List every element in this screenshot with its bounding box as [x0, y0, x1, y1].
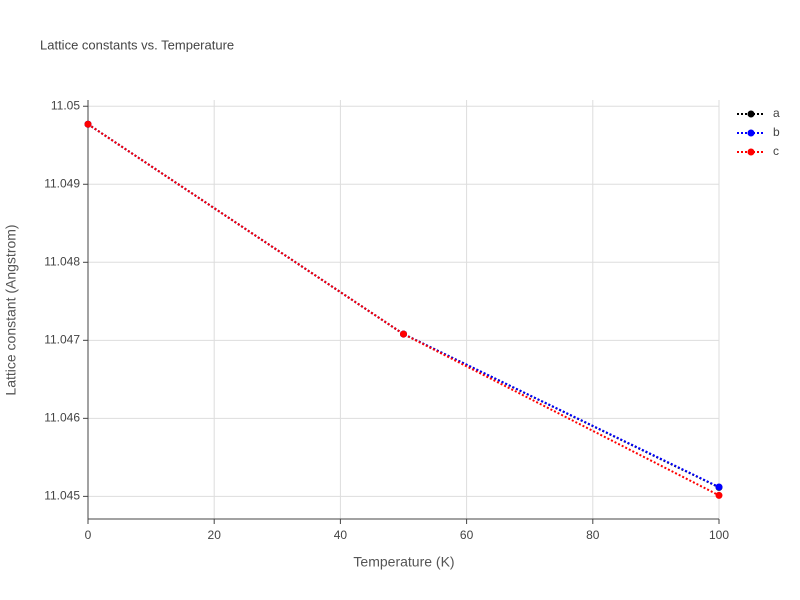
x-tick-label: 0: [85, 528, 92, 542]
legend-label: c: [773, 144, 779, 158]
x-tick-label: 20: [208, 528, 222, 542]
point: [84, 120, 92, 128]
y-tick-label: 11.046: [44, 411, 80, 425]
legend-marker: [747, 110, 755, 118]
x-tick-label: 100: [709, 528, 729, 542]
x-tick-label: 60: [460, 528, 474, 542]
y-axis-title: Lattice constant (Angstrom): [3, 224, 19, 395]
point: [400, 330, 407, 338]
legend-item[interactable]: a: [737, 106, 780, 120]
series-line: [87, 123, 720, 488]
point: [715, 483, 723, 491]
x-tick-label: 80: [586, 528, 600, 542]
legend-marker: [747, 148, 755, 156]
point: [715, 491, 723, 499]
y-tick-label: 11.045: [44, 489, 80, 503]
x-tick-label: 40: [334, 528, 348, 542]
chart-title: Lattice constants vs. Temperature: [40, 37, 234, 52]
grid: [87, 100, 720, 519]
legend-label: b: [773, 125, 780, 139]
x-axis-title: Temperature (K): [353, 554, 454, 570]
legend-item[interactable]: c: [737, 144, 779, 158]
y-tick-label: 11.048: [44, 254, 80, 268]
y-tick-label: 11.047: [44, 332, 80, 346]
legend-label: a: [773, 106, 780, 120]
legend-item[interactable]: b: [737, 125, 780, 139]
legend-marker: [747, 129, 755, 137]
series-line: [87, 123, 720, 497]
series-line: [87, 123, 720, 489]
y-tick-label: 11.05: [51, 98, 80, 112]
y-tick-label: 11.049: [44, 176, 80, 190]
